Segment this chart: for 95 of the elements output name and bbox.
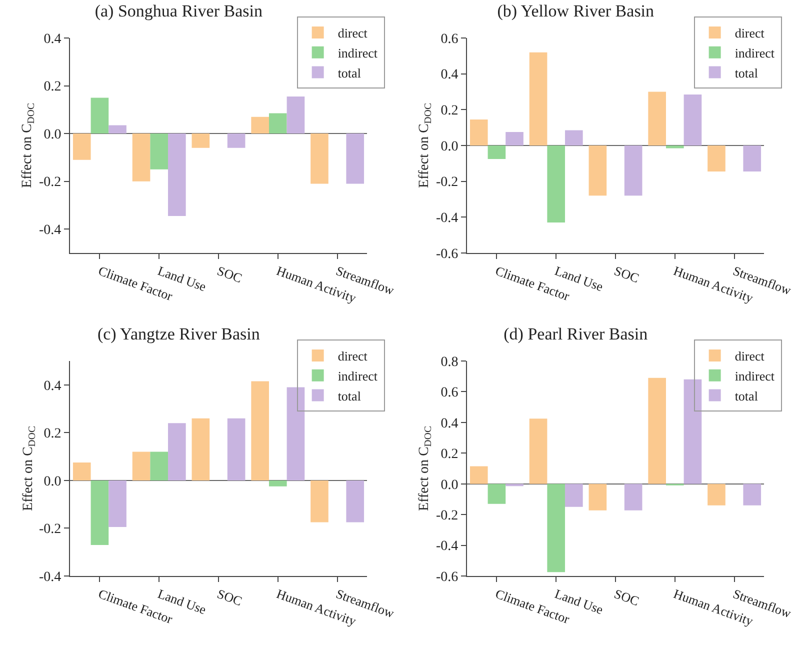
y-tick-label: -0.2: [436, 175, 458, 190]
bar: [547, 146, 566, 223]
bar: [588, 484, 607, 510]
legend-label: indirect: [734, 368, 775, 384]
bar: [743, 484, 762, 506]
bar: [346, 480, 364, 522]
y-tick-label: 0.2: [440, 104, 458, 119]
bar: [108, 480, 126, 528]
bar: [168, 134, 186, 216]
bar: [529, 418, 548, 484]
bar: [684, 94, 702, 146]
x-tick-label: SOC: [215, 586, 244, 609]
y-tick-label: 0.2: [440, 447, 458, 462]
legend-label: indirect: [734, 45, 775, 60]
bar: [150, 134, 168, 170]
bar: [565, 484, 583, 507]
bar: [268, 113, 287, 134]
bar: [192, 418, 210, 480]
legend-label: direct: [338, 26, 368, 41]
bar: [192, 134, 210, 148]
bar: [227, 418, 246, 480]
bar: [588, 146, 607, 196]
y-tick-label: -0.4: [436, 539, 458, 554]
y-tick-label: 0.4: [44, 32, 62, 47]
bar: [488, 484, 506, 504]
x-tick-label: SOC: [215, 262, 244, 286]
legend-label: indirect: [338, 368, 378, 384]
legend-label: total: [734, 65, 758, 80]
bar: [470, 466, 488, 484]
legend-label: direct: [338, 348, 368, 364]
legend-label: total: [338, 388, 362, 404]
bar: [90, 480, 109, 545]
y-tick-label: -0.2: [39, 522, 62, 538]
bar: [648, 92, 666, 146]
bar: [251, 116, 269, 134]
chart-title: (b) Yellow River Basin: [497, 2, 655, 21]
bar: [648, 378, 666, 484]
legend-label: indirect: [338, 45, 378, 60]
bar: [268, 480, 287, 486]
y-tick-label: 0.8: [440, 354, 458, 370]
y-tick-label: 0.4: [440, 68, 458, 83]
bar: [286, 387, 305, 480]
y-tick-label: -0.2: [39, 175, 62, 190]
y-tick-label: 0.4: [44, 378, 62, 394]
chart-title: (a) Songhua River Basin: [94, 2, 263, 21]
bar: [132, 452, 150, 480]
chart-title: (c) Yangtze River Basin: [97, 324, 260, 344]
legend-label: total: [734, 388, 758, 404]
bar: [470, 120, 488, 146]
y-tick-label: -0.4: [436, 211, 458, 226]
bar: [684, 379, 702, 484]
y-tick-label: 0.2: [44, 426, 62, 442]
bar: [251, 381, 269, 480]
bar: [72, 134, 91, 160]
bar: [547, 484, 566, 572]
bar: [310, 480, 328, 522]
x-tick-label: SOC: [612, 586, 642, 609]
y-tick-label: -0.4: [39, 570, 62, 585]
bar: [506, 132, 524, 146]
bar: [708, 146, 726, 172]
legend-label: direct: [734, 26, 765, 41]
bar: [708, 484, 726, 506]
y-tick-label: -0.4: [39, 223, 62, 238]
y-tick-label: 0.2: [44, 80, 62, 95]
legend-label: total: [338, 65, 362, 80]
y-tick-label: 0.6: [440, 386, 458, 401]
chart-title: (d) Pearl River Basin: [504, 324, 648, 344]
y-tick-label: -0.2: [436, 508, 458, 524]
bar: [666, 146, 684, 148]
bar: [132, 134, 150, 182]
bar: [286, 96, 305, 134]
bar: [743, 146, 762, 172]
y-tick-label: 0.0: [440, 139, 458, 154]
bar: [565, 130, 583, 146]
bar: [90, 98, 109, 134]
bar: [108, 125, 126, 134]
y-tick-label: 0.4: [440, 416, 458, 432]
y-tick-label: 0.0: [44, 127, 62, 142]
bar: [227, 134, 246, 148]
y-tick-label: -0.6: [436, 246, 458, 262]
bar: [150, 452, 168, 480]
y-tick-label: 0.0: [440, 478, 458, 493]
y-tick-label: 0.0: [44, 474, 62, 490]
bar: [346, 134, 364, 184]
y-tick-label: -0.6: [436, 570, 458, 585]
bar: [488, 146, 506, 159]
bar: [168, 423, 186, 480]
bar: [529, 52, 548, 146]
x-tick-label: SOC: [612, 262, 642, 286]
y-tick-label: 0.6: [440, 32, 458, 47]
bar: [624, 484, 642, 510]
legend-label: direct: [734, 348, 765, 364]
bar: [310, 134, 328, 184]
bar: [72, 462, 91, 480]
bar: [624, 146, 642, 196]
